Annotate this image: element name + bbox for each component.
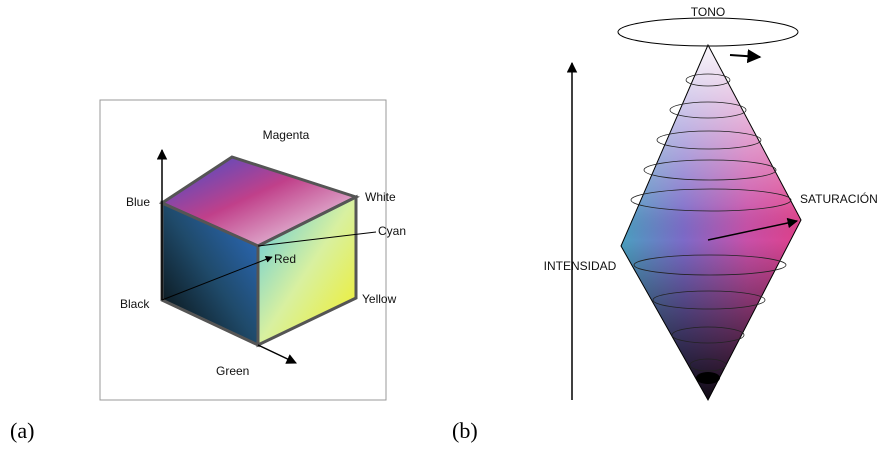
label: Magenta [263, 128, 310, 142]
black-point [696, 372, 720, 384]
caption: (b) [452, 418, 478, 443]
cone-rings [630, 73, 792, 372]
label: Cyan [378, 224, 406, 238]
cone-shading [620, 43, 802, 402]
saturation-arrow [707, 217, 799, 241]
hsi-cone-panel: TONO SATURACIÓN INTENSIDAD (b) [452, 5, 878, 443]
label: Black [120, 297, 150, 311]
red-axis [161, 256, 273, 301]
label: White [365, 190, 396, 204]
label: INTENSIDAD [544, 259, 617, 273]
hue-ring [617, 17, 799, 47]
label: SATURACIÓN [800, 191, 878, 206]
label: Yellow [362, 292, 397, 306]
label: Green [216, 364, 249, 378]
label: TONO [691, 5, 725, 19]
caption: (a) [10, 418, 34, 443]
label: Red [274, 252, 296, 266]
cube-right-face [256, 194, 358, 348]
hue-arrow [729, 49, 762, 64]
rgb-cube-panel: Magenta White Blue Cyan Red Black Yellow… [10, 99, 406, 443]
label: Blue [126, 195, 150, 209]
green-axis [257, 344, 297, 364]
cyan-pointer [257, 231, 377, 247]
